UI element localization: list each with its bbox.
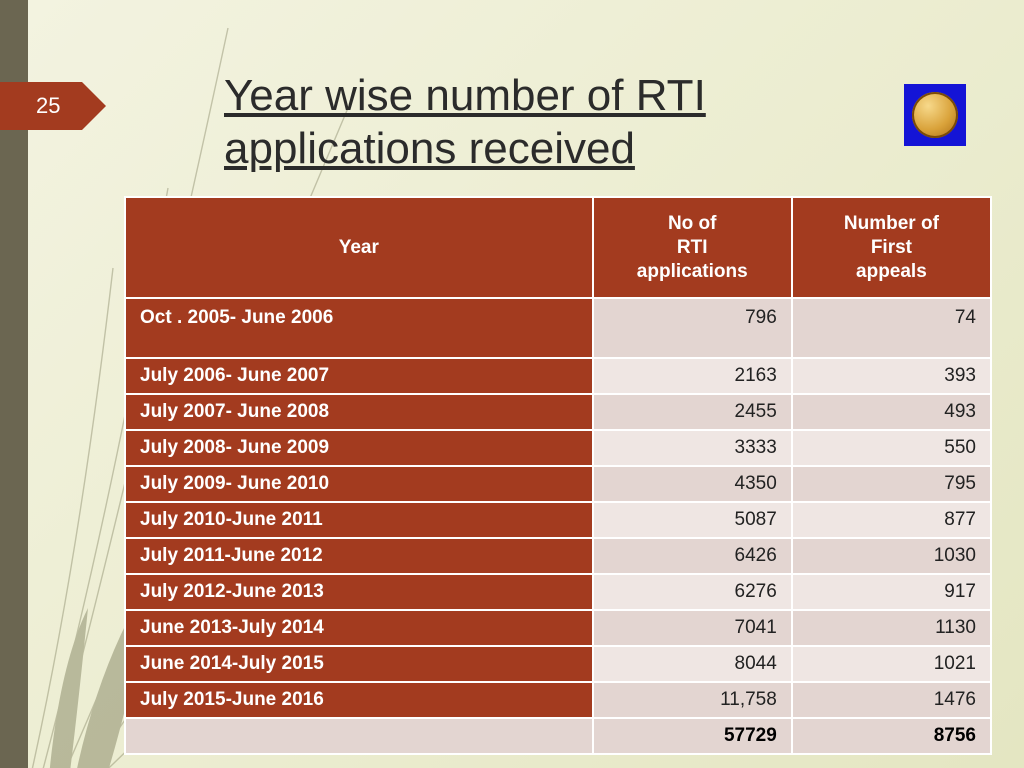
cell-year: July 2015-June 2016 [125, 682, 593, 718]
total-appeals: 8756 [792, 718, 991, 754]
table-row: July 2012-June 20136276917 [125, 574, 991, 610]
col-header-appeals: Number ofFirstappeals [792, 197, 991, 298]
cell-year: July 2006- June 2007 [125, 358, 593, 394]
cell-apps: 7041 [593, 610, 792, 646]
total-apps: 57729 [593, 718, 792, 754]
table-row: June 2013-July 201470411130 [125, 610, 991, 646]
slide-title: Year wise number of RTI applications rec… [224, 70, 844, 176]
rbi-logo [904, 84, 966, 146]
cell-apps: 6426 [593, 538, 792, 574]
cell-year: Oct . 2005- June 2006 [125, 298, 593, 358]
cell-year: July 2010-June 2011 [125, 502, 593, 538]
cell-apps: 11,758 [593, 682, 792, 718]
cell-apps: 796 [593, 298, 792, 358]
table-row: July 2015-June 201611,7581476 [125, 682, 991, 718]
cell-apps: 3333 [593, 430, 792, 466]
table-row: July 2011-June 201264261030 [125, 538, 991, 574]
cell-appeals: 393 [792, 358, 991, 394]
table-row: July 2007- June 20082455493 [125, 394, 991, 430]
cell-appeals: 493 [792, 394, 991, 430]
col-header-apps: No ofRTIapplications [593, 197, 792, 298]
cell-appeals: 550 [792, 430, 991, 466]
cell-year: June 2013-July 2014 [125, 610, 593, 646]
cell-year: July 2012-June 2013 [125, 574, 593, 610]
cell-appeals: 1030 [792, 538, 991, 574]
cell-year: July 2008- June 2009 [125, 430, 593, 466]
cell-year: July 2009- June 2010 [125, 466, 593, 502]
page-number-badge: 25 [0, 82, 82, 130]
cell-apps: 4350 [593, 466, 792, 502]
cell-apps: 6276 [593, 574, 792, 610]
cell-year: July 2007- June 2008 [125, 394, 593, 430]
cell-apps: 2455 [593, 394, 792, 430]
cell-apps: 2163 [593, 358, 792, 394]
table-row: July 2008- June 20093333550 [125, 430, 991, 466]
cell-year: June 2014-July 2015 [125, 646, 593, 682]
cell-appeals: 1130 [792, 610, 991, 646]
table-total-row: 57729 8756 [125, 718, 991, 754]
total-year [125, 718, 593, 754]
cell-appeals: 1021 [792, 646, 991, 682]
table-row: July 2006- June 20072163393 [125, 358, 991, 394]
slide: 25 Year wise number of RTI applications … [0, 0, 1024, 768]
table-header-row: Year No ofRTIapplications Number ofFirst… [125, 197, 991, 298]
table-row: Oct . 2005- June 200679674 [125, 298, 991, 358]
col-header-year: Year [125, 197, 593, 298]
cell-year: July 2011-June 2012 [125, 538, 593, 574]
rti-table: Year No ofRTIapplications Number ofFirst… [124, 196, 992, 755]
cell-apps: 8044 [593, 646, 792, 682]
coin-icon [912, 92, 958, 138]
cell-apps: 5087 [593, 502, 792, 538]
cell-appeals: 877 [792, 502, 991, 538]
page-number: 25 [36, 93, 60, 119]
cell-appeals: 74 [792, 298, 991, 358]
cell-appeals: 795 [792, 466, 991, 502]
table-row: July 2010-June 20115087877 [125, 502, 991, 538]
cell-appeals: 1476 [792, 682, 991, 718]
table-row: July 2009- June 20104350795 [125, 466, 991, 502]
rti-table-container: Year No ofRTIapplications Number ofFirst… [124, 196, 992, 755]
cell-appeals: 917 [792, 574, 991, 610]
table-row: June 2014-July 201580441021 [125, 646, 991, 682]
